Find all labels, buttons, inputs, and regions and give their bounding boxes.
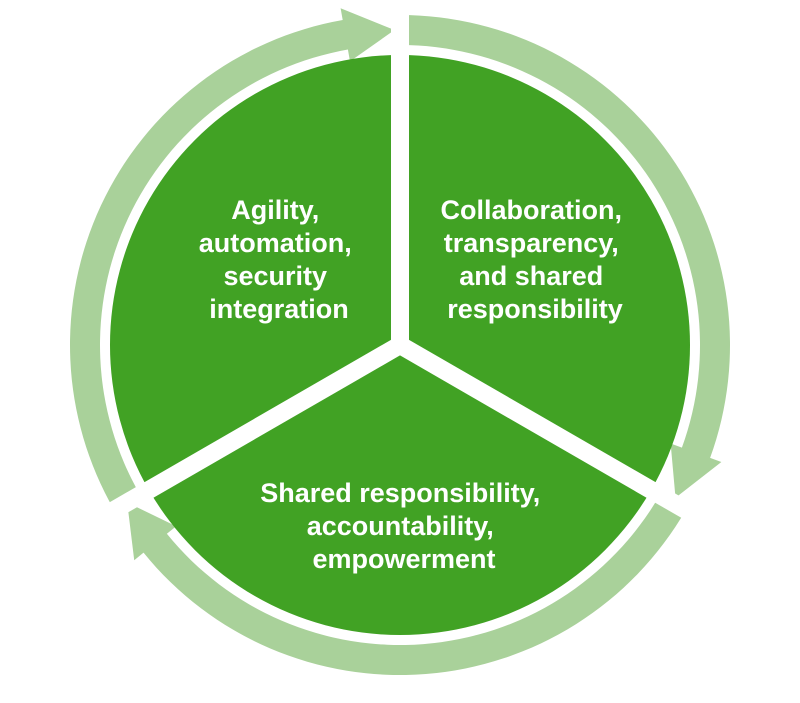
label-top-right-line: transparency, [444,228,619,258]
divider-lower-left [99,337,405,524]
label-top-left-line: Agility, [231,195,319,225]
label-top-right: Collaboration, transparency, and shared … [440,195,629,324]
segment-dividers [99,3,701,524]
label-top-right-line: and shared [459,261,603,291]
label-top-left-line: security [223,261,327,291]
label-bottom-line: accountability, [307,511,494,541]
label-top-left-line: automation, [199,228,352,258]
label-bottom-line: empowerment [312,544,495,574]
divider-lower-right [395,337,701,524]
label-top-left-line: integration [209,294,349,324]
cycle-arrow-right [400,15,731,498]
label-top-right-line: responsibility [447,294,623,324]
cycle-arrow-ring [69,8,731,676]
label-top-left: Agility, automation, security integratio… [199,195,360,324]
label-bottom-line: Shared responsibility, [260,478,540,508]
label-top-right-line: Collaboration, [440,195,622,225]
cycle-arrow-top [69,8,395,510]
label-bottom: Shared responsibility, accountability, e… [260,478,548,574]
cycle-arrow-left [127,495,686,676]
